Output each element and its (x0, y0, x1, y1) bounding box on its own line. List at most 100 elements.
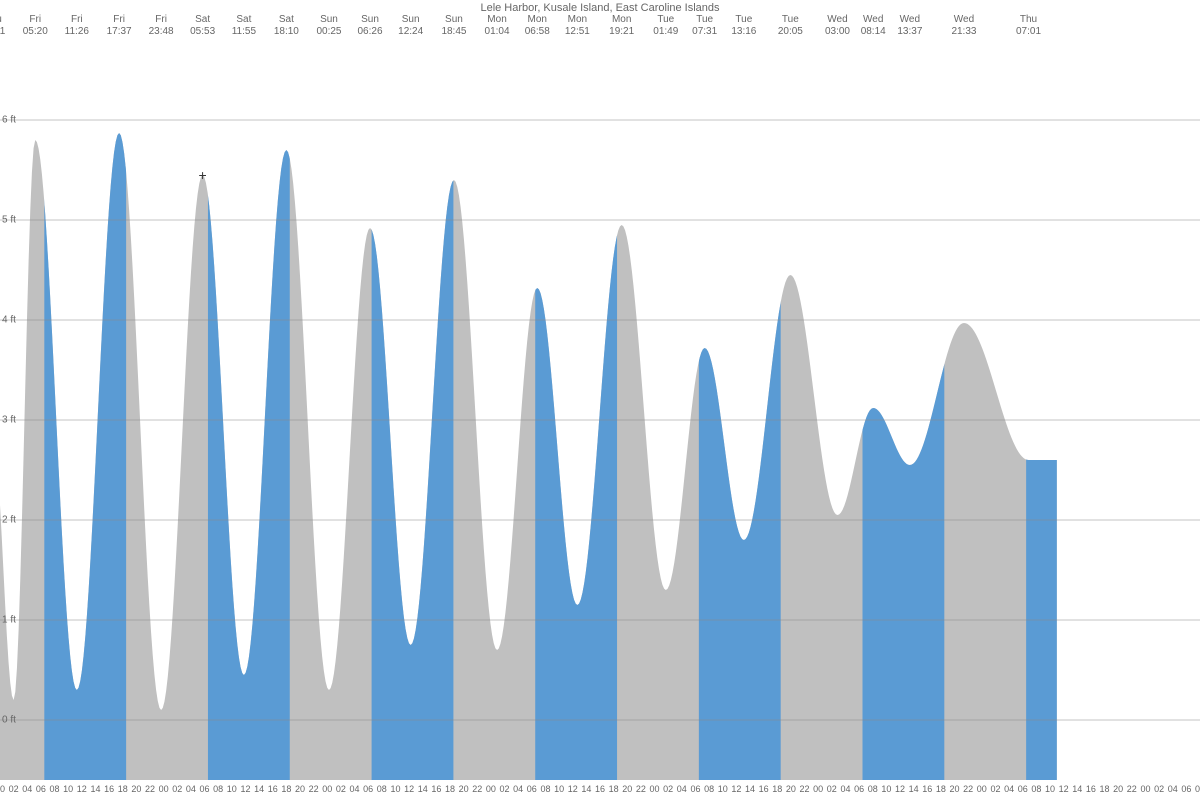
x-tick-label: 00 (813, 784, 823, 794)
x-tick-label: 08 (1031, 784, 1041, 794)
y-tick-label: 1 ft (2, 615, 28, 626)
x-tick-label: 10 (554, 784, 564, 794)
x-tick-label: 18 (445, 784, 455, 794)
x-tick-label: 14 (254, 784, 264, 794)
tide-event-label: Fri17:37 (107, 14, 132, 38)
x-tick-label: 02 (990, 784, 1000, 794)
x-tick-label: 02 (336, 784, 346, 794)
tide-event-label: Mon12:51 (565, 14, 590, 38)
x-tick-label: 00 (486, 784, 496, 794)
x-tick-label: 20 (295, 784, 305, 794)
x-tick-label: 06 (690, 784, 700, 794)
x-tick-label: 06 (854, 784, 864, 794)
y-tick-label: 5 ft (2, 215, 28, 226)
x-tick-label: 00 (0, 784, 5, 794)
tide-event-label: Thu23:11 (0, 14, 5, 38)
tide-event-label: Wed03:00 (825, 14, 850, 38)
tide-event-label: Sat05:53 (190, 14, 215, 38)
x-tick-label: 20 (459, 784, 469, 794)
x-tick-label: 20 (1113, 784, 1123, 794)
x-tick-label: 16 (922, 784, 932, 794)
x-tick-label: 22 (636, 784, 646, 794)
x-tick-label: 18 (772, 784, 782, 794)
tide-event-label: Sun18:45 (441, 14, 466, 38)
top-event-labels: Thu23:11Fri05:20Fri11:26Fri17:37Fri23:48… (0, 14, 1200, 40)
tide-event-label: Fri23:48 (149, 14, 174, 38)
x-tick-label: 22 (145, 784, 155, 794)
x-tick-label: 04 (350, 784, 360, 794)
x-tick-label: 06 (527, 784, 537, 794)
x-tick-label: 06 (363, 784, 373, 794)
x-tick-label: 00 (977, 784, 987, 794)
y-tick-label: 0 ft (2, 715, 28, 726)
x-tick-label: 02 (172, 784, 182, 794)
tide-event-label: Tue07:31 (692, 14, 717, 38)
x-tick-label: 14 (90, 784, 100, 794)
tide-event-label: Sun00:25 (316, 14, 341, 38)
x-tick-label: 22 (963, 784, 973, 794)
x-tick-label: 14 (418, 784, 428, 794)
x-tick-label: 02 (9, 784, 19, 794)
x-tick-label: 18 (281, 784, 291, 794)
x-tick-label: 14 (745, 784, 755, 794)
x-tick-label: 12 (404, 784, 414, 794)
x-tick-label: 02 (827, 784, 837, 794)
x-tick-label: 08 (377, 784, 387, 794)
x-tick-label: 12 (240, 784, 250, 794)
tide-event-label: Mon01:04 (485, 14, 510, 38)
x-tick-label: 04 (22, 784, 32, 794)
tide-event-label: Wed21:33 (951, 14, 976, 38)
tide-event-label: Sat11:55 (232, 14, 256, 38)
x-tick-label: 18 (609, 784, 619, 794)
tide-event-label: Tue01:49 (653, 14, 678, 38)
x-tick-label: 14 (581, 784, 591, 794)
x-tick-label: 06 (36, 784, 46, 794)
x-tick-label: 02 (663, 784, 673, 794)
x-tick-label: 00 (159, 784, 169, 794)
x-tick-label: 20 (131, 784, 141, 794)
x-tick-label: 16 (104, 784, 114, 794)
x-tick-label: 10 (1045, 784, 1055, 794)
x-tick-label: 00 (322, 784, 332, 794)
x-tick-label: 12 (77, 784, 87, 794)
x-tick-label: 06 (1181, 784, 1191, 794)
x-tick-label: 14 (909, 784, 919, 794)
x-tick-label: 18 (1100, 784, 1110, 794)
x-tick-label: 22 (472, 784, 482, 794)
y-tick-label: 4 ft (2, 315, 28, 326)
x-tick-label: 04 (513, 784, 523, 794)
x-tick-label: 16 (1086, 784, 1096, 794)
tide-event-label: Tue20:05 (778, 14, 803, 38)
x-tick-label: 22 (1127, 784, 1137, 794)
x-tick-label: 18 (118, 784, 128, 794)
x-tick-label: 20 (786, 784, 796, 794)
x-tick-label: 08 (540, 784, 550, 794)
x-tick-label: 08 (1195, 784, 1200, 794)
x-tick-label: 02 (1154, 784, 1164, 794)
chart-title: Lele Harbor, Kusale Island, East Carolin… (0, 2, 1200, 14)
x-tick-label: 12 (895, 784, 905, 794)
tide-event-label: Sun06:26 (358, 14, 383, 38)
x-tick-label: 10 (718, 784, 728, 794)
tide-event-label: Mon19:21 (609, 14, 634, 38)
x-tick-label: 06 (200, 784, 210, 794)
x-tick-label: 00 (650, 784, 660, 794)
x-tick-label: 10 (63, 784, 73, 794)
x-tick-label: 04 (1004, 784, 1014, 794)
x-tick-label: 12 (731, 784, 741, 794)
tide-event-label: Wed08:14 (861, 14, 886, 38)
x-tick-label: 16 (759, 784, 769, 794)
x-tick-label: 10 (881, 784, 891, 794)
y-tick-label: 3 ft (2, 415, 28, 426)
x-tick-label: 02 (500, 784, 510, 794)
tide-event-label: Thu07:01 (1016, 14, 1041, 38)
tide-event-label: Tue13:16 (731, 14, 756, 38)
x-tick-label: 04 (840, 784, 850, 794)
x-tick-label: 08 (704, 784, 714, 794)
x-tick-label: 10 (390, 784, 400, 794)
x-tick-label: 22 (309, 784, 319, 794)
x-tick-label: 10 (227, 784, 237, 794)
y-tick-label: 6 ft (2, 115, 28, 126)
tide-event-label: Wed13:37 (897, 14, 922, 38)
x-tick-label: 06 (1018, 784, 1028, 794)
